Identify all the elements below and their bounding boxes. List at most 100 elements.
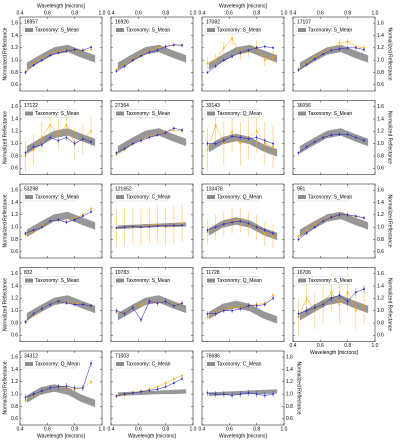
y-tick-label: 1.0 (377, 141, 384, 147)
data-point (115, 152, 118, 154)
panel: 10783 Taxonomy: S_Mean (110, 267, 194, 342)
data-point (346, 133, 349, 136)
data-point (330, 49, 333, 52)
data-point (73, 218, 76, 221)
legend-label: Taxonomy: S_Mean (35, 28, 79, 34)
data-point (32, 64, 35, 66)
data-point (181, 129, 183, 132)
legend-box (204, 109, 260, 118)
data-point (231, 55, 233, 58)
legend-label: Taxonomy: Q_Mean (217, 195, 262, 201)
data-point (239, 307, 242, 310)
data-point (363, 303, 365, 306)
data-point (222, 59, 225, 62)
y-tick-label: 1.4 (377, 33, 384, 39)
y-axis-label: Normalized Reflectance (387, 111, 393, 164)
y-tick-label: 0.6 (377, 166, 384, 172)
legend-box (295, 25, 351, 35)
data-point (156, 302, 159, 305)
data-point (65, 136, 68, 139)
data-point (57, 139, 60, 142)
data-point (247, 222, 250, 225)
legend-label: Taxonomy: S_Mean (35, 278, 79, 284)
y-tick-label: 1.6 (11, 271, 18, 277)
data-point (148, 51, 151, 54)
legend-label: Taxonomy: S_Mean (35, 195, 79, 201)
data-point (206, 71, 209, 74)
data-point (263, 45, 266, 48)
y-axis-label: Normalized Reflectance (2, 194, 8, 247)
y-axis-label: Normalized Reflectance (2, 361, 8, 414)
data-point (255, 46, 258, 49)
data-point (32, 145, 35, 148)
data-point (231, 130, 233, 133)
data-point (272, 56, 274, 58)
data-point (57, 51, 60, 54)
taxonomy-band (299, 44, 369, 71)
data-point (172, 304, 175, 307)
data-point (239, 51, 242, 54)
x-tick-label: 1.0 (190, 10, 197, 16)
legend-label: Taxonomy: Q_Mean (217, 111, 262, 117)
x-tick-label: 0.6 (317, 343, 324, 349)
data-point (24, 71, 27, 74)
data-point (156, 223, 159, 225)
data-point (330, 297, 333, 300)
legend-box (22, 192, 78, 202)
y-tick-label: 1.0 (377, 57, 384, 63)
x-tick-label: 0.6 (226, 10, 233, 16)
legend-swatch (25, 28, 33, 32)
x-tick-label: 0.8 (162, 10, 169, 16)
x-tick-label: 0.6 (226, 426, 233, 432)
data-point (164, 45, 167, 48)
data-point (90, 46, 92, 49)
legend-swatch (298, 28, 306, 32)
panel: 121652 Taxonomy: C_Mean (110, 183, 194, 259)
legend-label: Taxonomy: S_Mean (308, 195, 352, 201)
data-point (272, 46, 274, 49)
legend-box (113, 192, 169, 202)
data-point (181, 302, 183, 305)
x-tick-label: 0.6 (317, 10, 324, 16)
y-axis-label: Normalized Reflectance (387, 194, 393, 247)
data-point (330, 291, 333, 294)
y-tick-label: 1.4 (11, 367, 18, 373)
data-point (156, 388, 159, 391)
data-point (222, 223, 225, 225)
y-tick-label: 1.4 (377, 283, 384, 289)
data-point (73, 48, 76, 51)
legend-label: Taxonomy: S_Mean (217, 28, 261, 34)
data-point (181, 44, 183, 47)
data-point (172, 382, 175, 384)
legend-swatch (25, 111, 33, 116)
data-point (322, 136, 324, 139)
asteroid-id: 71003 (115, 353, 129, 359)
taxonomy-band (117, 44, 187, 71)
data-point (231, 306, 233, 309)
legend-box (204, 25, 260, 35)
legend-swatch (116, 278, 124, 283)
legend-label: Taxonomy: Q_Mean (35, 362, 80, 368)
y-tick-label: 1.2 (377, 212, 384, 218)
data-point (164, 382, 167, 384)
data-point (73, 387, 76, 389)
data-point (164, 131, 167, 134)
data-point (65, 302, 68, 305)
panel: 133478 Taxonomy: Q_Mean (201, 183, 285, 259)
data-point (81, 387, 84, 389)
y-tick-label: 1.4 (11, 283, 18, 289)
x-tick-label: 0.6 (44, 10, 51, 16)
data-point (363, 288, 365, 290)
data-point (214, 142, 217, 145)
y-tick-label: 0.6 (11, 249, 18, 255)
data-point (305, 309, 308, 312)
panel: 0.4 0.6 0.8 1.0 Wavelength [microns] 71003 Tax… (108, 350, 197, 439)
data-point (272, 235, 274, 238)
data-point (57, 385, 60, 388)
x-tick-label: 0.6 (135, 426, 142, 432)
legend-swatch (116, 111, 124, 116)
data-point (115, 309, 118, 312)
asteroid-id: 16706 (297, 270, 311, 276)
data-point (313, 58, 316, 60)
